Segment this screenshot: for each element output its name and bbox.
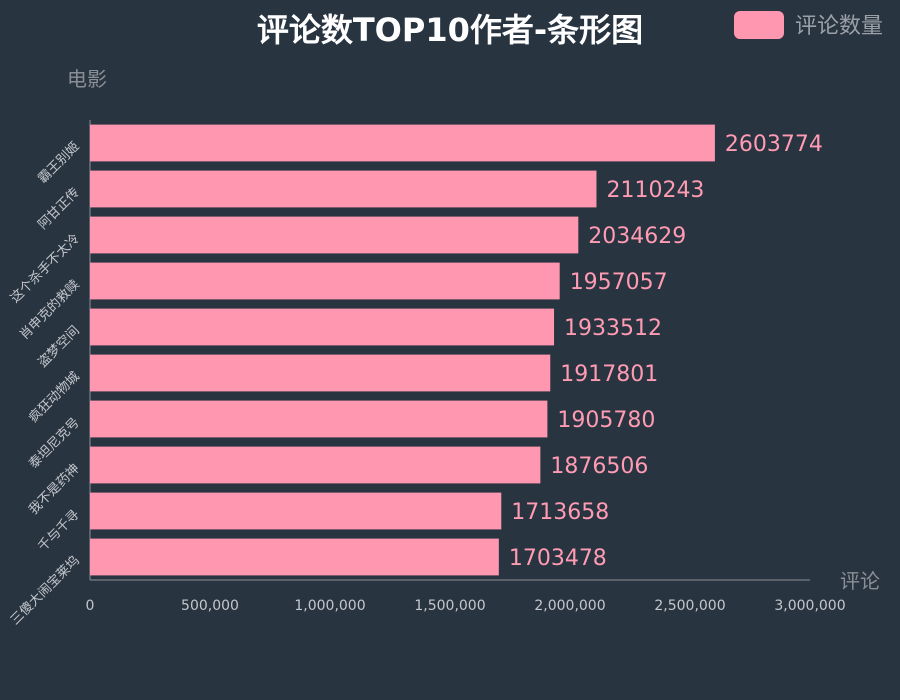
legend-swatch[interactable] xyxy=(734,11,784,39)
x-tick-label: 500,000 xyxy=(181,598,239,614)
y-tick-label: 疯狂动物城 xyxy=(26,369,83,426)
chart-title: 评论数TOP10作者-条形图 xyxy=(257,11,643,49)
x-tick-label: 2,500,000 xyxy=(654,598,725,614)
bar-value-label: 2603774 xyxy=(725,132,823,157)
bar-9[interactable] xyxy=(90,492,502,530)
bar-7[interactable] xyxy=(90,400,548,438)
y-tick-labels: 霸王别姬阿甘正传这个杀手不太冷肖申克的救赎盗梦空间疯狂动物城泰坦尼克号我不是药神… xyxy=(7,139,83,628)
bar-value-label: 1957057 xyxy=(570,270,668,295)
bar-10[interactable] xyxy=(90,538,499,576)
x-tick-label: 1,000,000 xyxy=(294,598,365,614)
x-tick-label: 3,000,000 xyxy=(774,598,845,614)
bar-4[interactable] xyxy=(90,262,560,300)
bar-8[interactable] xyxy=(90,446,541,484)
bar-1[interactable] xyxy=(90,124,715,162)
bar-5[interactable] xyxy=(90,308,555,346)
bar-value-label: 1876506 xyxy=(550,454,648,479)
bar-value-label: 1933512 xyxy=(564,316,662,341)
x-tick-labels: 0 500,000 1,000,000 1,500,000 2,000,000 2,500… xyxy=(86,598,846,614)
bar-3[interactable] xyxy=(90,216,579,254)
legend-label[interactable]: 评论数量 xyxy=(795,14,883,39)
y-tick-label: 霸王别姬 xyxy=(35,139,82,186)
y-tick-label: 千与千寻 xyxy=(35,507,82,554)
bar-value-label: 1703478 xyxy=(509,546,607,571)
bar-6[interactable] xyxy=(90,354,551,392)
bar-2[interactable] xyxy=(90,170,597,208)
y-axis-name: 电影 xyxy=(67,67,107,91)
y-tick-label: 盗梦空间 xyxy=(35,323,83,371)
bar-value-label: 2110243 xyxy=(606,178,704,203)
y-tick-label: 三傻大闹宝莱坞 xyxy=(7,553,83,629)
x-tick-label: 2,000,000 xyxy=(534,598,605,614)
x-tick-label: 0 xyxy=(86,598,95,614)
y-tick-label: 阿甘正传 xyxy=(35,185,82,232)
bar-value-label: 1917801 xyxy=(560,362,658,387)
bars xyxy=(90,124,715,576)
bar-value-label: 2034629 xyxy=(588,224,686,249)
x-tick-label: 1,500,000 xyxy=(414,598,485,614)
bar-value-labels: 2603774 2110243 2034629 1957057 1933512 19178… xyxy=(509,132,823,571)
bar-value-label: 1905780 xyxy=(557,408,655,433)
x-axis-name: 评论 xyxy=(840,569,880,593)
bar-value-label: 1713658 xyxy=(511,500,609,525)
legend[interactable]: 评论数量 xyxy=(734,11,883,39)
